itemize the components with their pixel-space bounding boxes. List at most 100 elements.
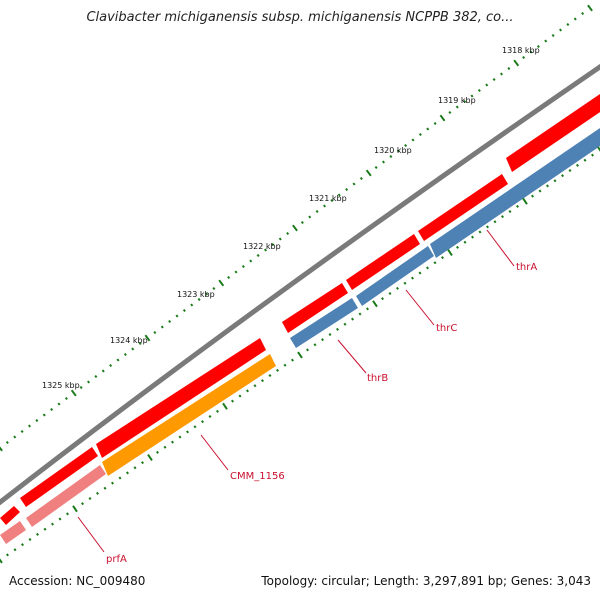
tick-mark bbox=[175, 314, 179, 318]
tick-mark bbox=[200, 420, 205, 424]
tick-mark bbox=[439, 114, 446, 122]
tick-mark bbox=[20, 543, 25, 547]
forward-cds-segment bbox=[0, 506, 20, 525]
leader-line bbox=[486, 229, 515, 267]
tick-mark bbox=[440, 256, 445, 260]
tick-mark bbox=[178, 435, 182, 439]
tick-mark bbox=[133, 466, 137, 470]
forward-cds-segment bbox=[346, 234, 420, 290]
tick-mark bbox=[352, 182, 356, 186]
tick-mark bbox=[218, 279, 225, 287]
tick-mark bbox=[499, 72, 504, 76]
gene-labels: thrA thrC thrB CMM_1156 prfA bbox=[77, 229, 537, 565]
tick-mark bbox=[522, 55, 526, 60]
leader-line bbox=[77, 516, 105, 553]
tick-mark bbox=[322, 204, 327, 208]
tick-mark bbox=[433, 121, 437, 126]
tick-label: 1319 kbp bbox=[438, 96, 476, 105]
tick-mark bbox=[28, 537, 32, 542]
tick-mark bbox=[365, 169, 372, 177]
tick-mark bbox=[358, 312, 362, 316]
tick-mark bbox=[380, 297, 385, 301]
tick-mark bbox=[234, 270, 238, 274]
tick-mark bbox=[455, 245, 460, 249]
gene-label-CMM_1156: CMM_1156 bbox=[230, 471, 285, 482]
tick-mark bbox=[529, 50, 533, 54]
tick-mark bbox=[160, 325, 164, 329]
tick-mark bbox=[478, 230, 482, 234]
tick-mark bbox=[455, 105, 459, 109]
tick-mark bbox=[278, 237, 282, 241]
tick-mark bbox=[425, 266, 430, 270]
tick-mark bbox=[5, 440, 9, 445]
tick-mark bbox=[433, 261, 437, 265]
leader-line bbox=[405, 289, 435, 326]
gene-label-thrA: thrA bbox=[516, 262, 537, 273]
gene-thrB-shape bbox=[290, 298, 358, 348]
tick-mark bbox=[20, 429, 24, 434]
tick-mark bbox=[72, 505, 78, 513]
tick-mark bbox=[568, 168, 572, 173]
gene-label-thrC: thrC bbox=[436, 323, 457, 334]
tick-mark bbox=[70, 389, 77, 397]
gene-prfA-shape bbox=[0, 521, 26, 544]
tick-mark bbox=[256, 253, 260, 258]
tick-mark bbox=[118, 476, 122, 480]
tick-mark bbox=[536, 44, 540, 49]
forward-cds-segment bbox=[418, 174, 508, 241]
tick-mark bbox=[185, 430, 190, 434]
tick-mark bbox=[131, 347, 135, 351]
leader-line bbox=[337, 339, 367, 374]
tick-mark bbox=[292, 224, 298, 232]
tick-mark bbox=[315, 209, 319, 214]
tick-mark bbox=[197, 297, 201, 302]
tick-mark bbox=[328, 332, 332, 337]
map-title: Clavibacter michiganensis subsp. michiga… bbox=[86, 10, 514, 25]
tick-mark bbox=[170, 440, 175, 444]
tick-label: 1320 kbp bbox=[374, 146, 412, 155]
tick-mark bbox=[365, 307, 370, 311]
tick-mark bbox=[144, 334, 151, 342]
tick-mark bbox=[447, 249, 453, 256]
tick-mark bbox=[204, 292, 209, 296]
forward-cds-segment bbox=[20, 447, 98, 507]
tick-mark bbox=[410, 276, 415, 280]
forward-cds-segment bbox=[282, 283, 348, 333]
tick-mark bbox=[305, 348, 310, 352]
tick-mark bbox=[522, 197, 528, 205]
tick-mark bbox=[448, 110, 452, 115]
tick-mark bbox=[485, 83, 489, 87]
gene-thrA-shape bbox=[430, 128, 600, 258]
tick-mark bbox=[263, 248, 268, 252]
tick-mark bbox=[538, 189, 542, 193]
tick-label: 1324 kbp bbox=[110, 336, 148, 345]
tick-mark bbox=[553, 179, 557, 183]
tick-mark bbox=[65, 512, 70, 516]
tick-mark bbox=[13, 548, 17, 552]
tick-mark bbox=[222, 402, 228, 410]
tick-mark bbox=[275, 368, 280, 372]
tick-mark bbox=[403, 281, 407, 285]
tick-mark bbox=[153, 330, 157, 335]
tick-mark bbox=[215, 409, 220, 413]
tick-mark bbox=[343, 322, 347, 326]
tick-mark bbox=[492, 77, 496, 82]
tick-mark bbox=[374, 165, 378, 170]
gene-thrC-shape bbox=[356, 246, 434, 306]
tick-mark bbox=[283, 363, 287, 367]
tick-mark bbox=[388, 291, 392, 296]
forward-cds-segment bbox=[506, 94, 600, 172]
tick-mark bbox=[95, 491, 100, 495]
tick-mark bbox=[313, 343, 317, 347]
tick-mark bbox=[583, 158, 587, 162]
tick-mark bbox=[470, 94, 474, 98]
tick-mark bbox=[335, 327, 340, 331]
tick-mark bbox=[86, 380, 91, 384]
tick-mark bbox=[253, 384, 257, 388]
tick-mark bbox=[155, 450, 160, 454]
tick-mark bbox=[125, 471, 130, 475]
tick-labels: 1318 kbp 1319 kbp 1320 kbp 1321 kbp 1322… bbox=[42, 46, 540, 390]
tick-mark bbox=[43, 527, 47, 531]
tick-mark bbox=[330, 198, 334, 203]
tick-mark bbox=[581, 11, 585, 16]
